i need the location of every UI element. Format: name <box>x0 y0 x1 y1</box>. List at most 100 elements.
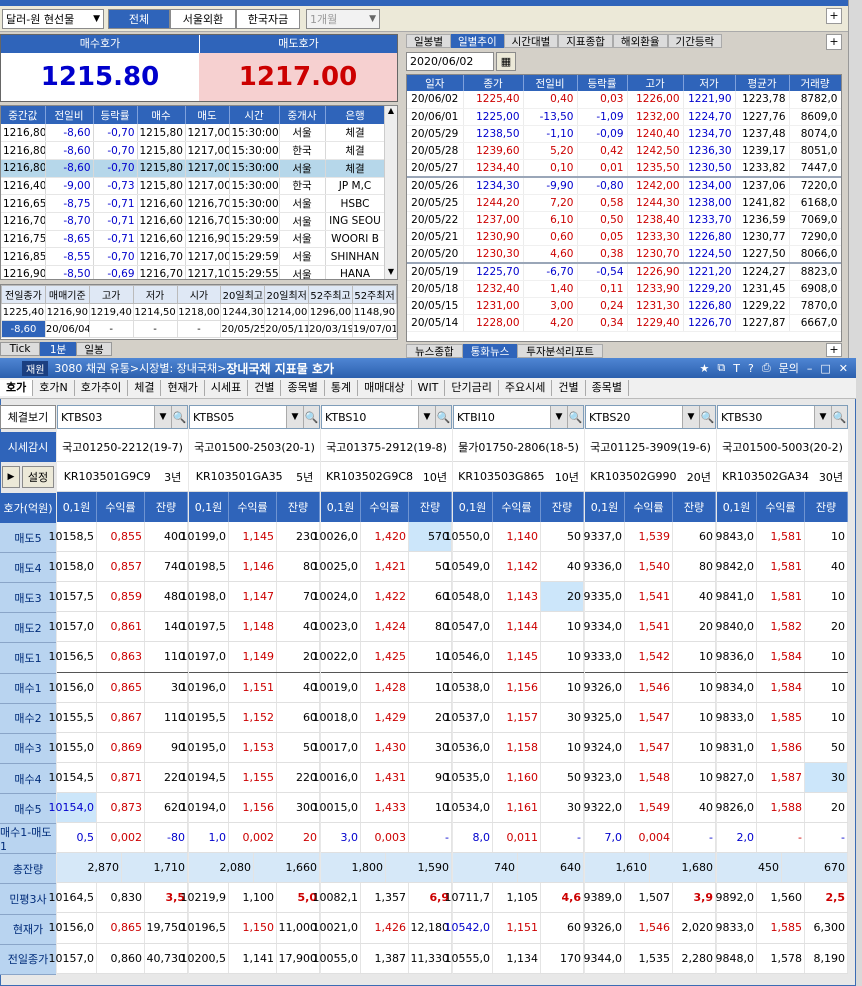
quote-row[interactable]: 9842,0 1,581 40 <box>716 552 848 583</box>
menu-item[interactable]: 건별 <box>552 380 586 396</box>
chevron-down-icon[interactable]: ▼ <box>550 406 567 428</box>
news-tab[interactable]: 통화뉴스 <box>462 344 518 358</box>
search-icon[interactable]: 🔍 <box>699 406 715 428</box>
table-row[interactable]: 20/05/18 1232,40 1,40 0,11 1233,90 1229,20 123… <box>407 280 841 298</box>
quote-row[interactable]: 10154,5 0,871 220 <box>49 762 188 793</box>
table-row[interactable]: 20/06/01 1225,00 -13,50 -1,09 1232,00 1224,70… <box>407 108 841 126</box>
daily-tab[interactable]: 일별추이 <box>450 34 504 48</box>
quote-row[interactable]: 3,0 0,003- <box>321 823 452 854</box>
quote-row[interactable]: 9323,0 1,548 10 <box>584 762 716 793</box>
close-icon[interactable]: ✕ <box>838 361 848 375</box>
quote-row[interactable]: 10195,5 1,152 60 <box>181 702 320 733</box>
print-icon[interactable]: ⎙ <box>761 361 771 374</box>
quote-row[interactable]: 1,0 0,002 20 <box>189 823 320 854</box>
menu-item[interactable]: 현재가 <box>161 380 205 396</box>
bond-code-select[interactable]: KTBS05 ▼ 🔍 <box>189 405 320 429</box>
daily-tab[interactable]: 지표종합 <box>558 34 613 48</box>
quote-row[interactable]: 10018,0 1,429 20 <box>313 702 452 733</box>
scroll-up-icon[interactable]: ▲ <box>387 106 395 115</box>
calendar-icon[interactable]: ▦ <box>496 52 516 71</box>
text-icon[interactable]: T <box>733 361 740 375</box>
date-input[interactable]: 2020/06/02 <box>406 52 494 71</box>
menu-item[interactable]: WIT <box>412 380 446 396</box>
quote-row[interactable]: 10534,0 1,161 30 <box>445 792 584 824</box>
quote-row[interactable]: 9333,0 1,542 10 <box>584 642 716 673</box>
menu-item[interactable]: 통계 <box>325 380 359 396</box>
scroll-down-icon[interactable]: ▼ <box>387 267 395 276</box>
search-icon[interactable]: 🔍 <box>831 406 847 428</box>
table-row[interactable]: 1216,90 -8,50 -0,69 1216,70 1217,10 15:29:55 서… <box>1 265 386 279</box>
quote-row[interactable]: 9827,0 1,587 30 <box>716 762 848 793</box>
table-row[interactable]: 20/05/29 1238,50 -1,10 -0,09 1240,40 1234,70 1… <box>407 125 841 144</box>
quote-row[interactable]: 10194,5 1,155 220 <box>181 762 320 793</box>
bond-code-select[interactable]: KTBI10 ▼ 🔍 <box>453 405 584 429</box>
tab-daily[interactable]: 일봉 <box>76 342 112 356</box>
quote-row[interactable]: 9335,0 1,541 40 <box>584 582 716 613</box>
tab-all[interactable]: 전체 <box>108 9 170 29</box>
table-row[interactable]: 20/05/25 1244,20 7,20 0,58 1244,30 1238,00 124… <box>407 194 841 212</box>
add-panel-button[interactable]: + <box>826 8 842 24</box>
tab-korea-money[interactable]: 한국자금 <box>236 9 300 29</box>
quote-row[interactable]: 10194,0 1,156 300 <box>181 792 320 824</box>
quote-row[interactable]: 9336,0 1,540 80 <box>584 552 716 583</box>
table-row[interactable]: 1216,80 -8,60 -0,70 1215,80 1217,00 15:30:00 한… <box>1 141 386 160</box>
quote-row[interactable]: 9326,0 1,546 10 <box>584 672 716 703</box>
quote-row[interactable]: 9841,0 1,581 10 <box>716 582 848 613</box>
menu-item[interactable]: 종목별 <box>281 380 325 396</box>
menu-item[interactable]: 종목별 <box>586 380 629 396</box>
quote-row[interactable]: 10157,0 0,861 140 <box>49 612 188 643</box>
quote-row[interactable]: 7,0 0,004- <box>585 823 716 854</box>
link-icon[interactable]: ⧉ <box>717 361 726 374</box>
table-row[interactable]: 20/05/26 1234,30 -9,90 -0,80 1242,00 1234,00 1… <box>407 175 841 195</box>
table-row[interactable]: 1216,40 -9,00 -0,73 1215,80 1217,00 15:30:00 한… <box>1 177 386 196</box>
quote-row[interactable]: 10023,0 1,424 80 <box>313 612 452 643</box>
star-icon[interactable]: ★ <box>699 361 710 375</box>
daily-tab[interactable]: 시간대별 <box>503 34 559 48</box>
daily-tab[interactable]: 일봉별 <box>406 34 451 48</box>
price-watch-button[interactable]: 시세감시 <box>0 432 56 462</box>
quote-row[interactable]: 10196,0 1,151 40 <box>181 672 320 703</box>
table-row[interactable]: 1216,70 -8,70 -0,71 1216,60 1216,70 15:30:00 서… <box>1 212 386 231</box>
quote-row[interactable]: 10019,0 1,428 10 <box>313 672 452 703</box>
quote-row[interactable]: 9834,0 1,584 10 <box>716 672 848 703</box>
menu-item[interactable]: 시세표 <box>205 380 249 396</box>
quote-row[interactable]: 10158,5 0,855 400 <box>49 522 188 553</box>
table-row[interactable]: 20/05/14 1228,00 4,20 0,34 1229,40 1226,70 122… <box>407 314 841 333</box>
chevron-down-icon[interactable]: ▼ <box>682 406 699 428</box>
search-icon[interactable]: 🔍 <box>171 406 187 428</box>
quote-row[interactable]: 10155,0 0,869 90 <box>49 732 188 763</box>
table-row[interactable]: 1216,75 -8,65 -0,71 1216,60 1216,90 15:29:59 서… <box>1 230 386 249</box>
menu-item[interactable]: 매매대상 <box>358 380 412 396</box>
tab-1min[interactable]: 1분 <box>40 342 76 356</box>
quote-row[interactable]: 9337,0 1,539 60 <box>584 522 716 553</box>
quote-row[interactable]: 10547,0 1,144 10 <box>445 612 584 643</box>
menu-item[interactable]: 건별 <box>248 380 282 396</box>
daily-tab[interactable]: 해외환율 <box>612 34 668 48</box>
news-tab[interactable]: 투자분석리포트 <box>517 344 603 358</box>
quote-row[interactable]: 10198,0 1,147 70 <box>181 582 320 613</box>
bond-code-select[interactable]: KTBS20 ▼ 🔍 <box>585 405 716 429</box>
table-row[interactable]: 1216,65 -8,75 -0,71 1216,60 1216,70 15:30:00 서… <box>1 194 386 213</box>
quote-row[interactable]: 9334,0 1,541 20 <box>584 612 716 643</box>
quote-row[interactable]: 10549,0 1,142 40 <box>445 552 584 583</box>
quote-row[interactable]: 9322,0 1,549 40 <box>584 792 716 824</box>
add-panel-button-3[interactable]: + <box>826 343 842 357</box>
view-trades-button[interactable]: 체결보기 <box>0 405 56 429</box>
quote-row[interactable]: 10538,0 1,156 10 <box>445 672 584 703</box>
quote-row[interactable]: 10198,5 1,146 80 <box>181 552 320 583</box>
quote-row[interactable]: 9325,0 1,547 10 <box>584 702 716 733</box>
search-icon[interactable]: 🔍 <box>435 406 451 428</box>
quote-row[interactable]: 8,0 0,011- <box>453 823 584 854</box>
table-row[interactable]: 20/05/27 1234,40 0,10 0,01 1235,50 1230,50 123… <box>407 159 841 178</box>
news-tab[interactable]: 뉴스종합 <box>406 344 463 358</box>
maximize-icon[interactable]: □ <box>820 361 831 375</box>
quote-row[interactable]: 10548,0 1,143 20 <box>445 582 584 613</box>
period-select[interactable]: 1개월 ▼ <box>306 9 380 29</box>
quote-row[interactable]: 9840,0 1,582 20 <box>716 612 848 643</box>
tab-seoul-fx[interactable]: 서울외환 <box>170 9 236 29</box>
quote-row[interactable]: 10197,0 1,149 20 <box>181 642 320 673</box>
bond-code-select[interactable]: KTBS03 ▼ 🔍 <box>57 405 188 429</box>
quote-row[interactable]: 9831,0 1,586 50 <box>716 732 848 763</box>
quote-row[interactable]: 9826,0 1,588 20 <box>716 792 848 824</box>
search-icon[interactable]: 🔍 <box>303 406 319 428</box>
